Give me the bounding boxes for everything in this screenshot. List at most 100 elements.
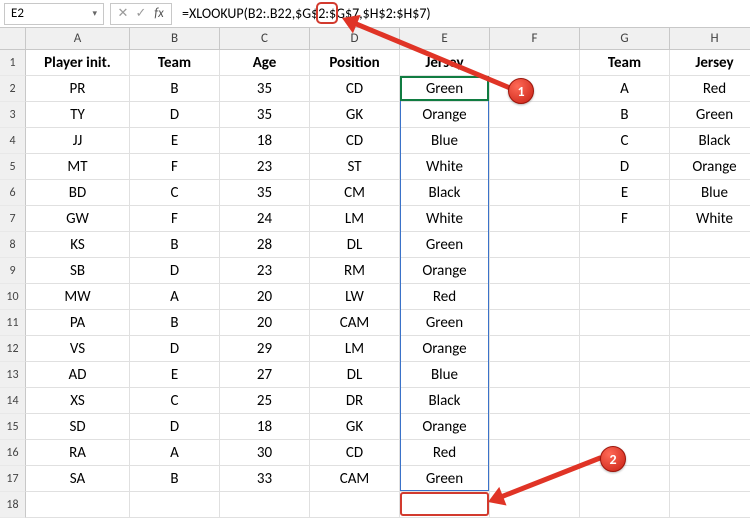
cell[interactable]: F	[130, 206, 220, 232]
cell[interactable]: White	[670, 206, 750, 232]
cell[interactable]	[670, 310, 750, 336]
cell[interactable]: 35	[220, 76, 310, 102]
cell[interactable]: 23	[220, 154, 310, 180]
cell[interactable]: Green	[400, 310, 490, 336]
row-header-2[interactable]: 2	[0, 76, 26, 102]
cell[interactable]: 35	[220, 102, 310, 128]
cell[interactable]: GK	[310, 414, 400, 440]
cell[interactable]: D	[130, 102, 220, 128]
cell[interactable]: B	[130, 466, 220, 492]
cell[interactable]	[490, 128, 580, 154]
cell[interactable]	[490, 50, 580, 76]
cell[interactable]: DR	[310, 388, 400, 414]
cell[interactable]: Player init.	[26, 50, 130, 76]
cell[interactable]: DL	[310, 232, 400, 258]
cell[interactable]: A	[130, 284, 220, 310]
cell[interactable]	[490, 362, 580, 388]
cell[interactable]	[670, 388, 750, 414]
cell[interactable]: CM	[310, 180, 400, 206]
cell[interactable]: LM	[310, 336, 400, 362]
cell[interactable]: Position	[310, 50, 400, 76]
cell[interactable]: 24	[220, 206, 310, 232]
cell[interactable]	[220, 492, 310, 518]
cell[interactable]: Jersey	[670, 50, 750, 76]
cell[interactable]: Team	[130, 50, 220, 76]
cell[interactable]: B	[580, 102, 670, 128]
cell[interactable]: Red	[400, 284, 490, 310]
cell[interactable]: Orange	[400, 102, 490, 128]
cell[interactable]: Green	[400, 76, 490, 102]
cell[interactable]: F	[130, 154, 220, 180]
cancel-icon[interactable]: ✕	[115, 6, 131, 21]
cell[interactable]: D	[130, 336, 220, 362]
cell[interactable]: 18	[220, 128, 310, 154]
cell[interactable]: DL	[310, 362, 400, 388]
cell[interactable]: LM	[310, 206, 400, 232]
cell[interactable]: 23	[220, 258, 310, 284]
cell[interactable]: C	[580, 128, 670, 154]
cell[interactable]: Green	[400, 466, 490, 492]
cell[interactable]	[670, 258, 750, 284]
cell[interactable]	[490, 414, 580, 440]
cell[interactable]: C	[130, 180, 220, 206]
cell[interactable]	[670, 284, 750, 310]
cell[interactable]	[310, 492, 400, 518]
cell[interactable]: 35	[220, 180, 310, 206]
cell[interactable]: SA	[26, 466, 130, 492]
cell[interactable]: Green	[670, 102, 750, 128]
cell[interactable]: D	[130, 414, 220, 440]
cell[interactable]: CD	[310, 128, 400, 154]
cell[interactable]: PR	[26, 76, 130, 102]
cell[interactable]	[580, 232, 670, 258]
cell[interactable]: Age	[220, 50, 310, 76]
cell[interactable]	[490, 336, 580, 362]
column-header-B[interactable]: B	[130, 28, 220, 50]
column-header-A[interactable]: A	[26, 28, 130, 50]
cell[interactable]: A	[580, 76, 670, 102]
cell[interactable]: E	[130, 128, 220, 154]
cell[interactable]: LW	[310, 284, 400, 310]
row-header-12[interactable]: 12	[0, 336, 26, 362]
cell[interactable]: C	[130, 388, 220, 414]
cell[interactable]: 18	[220, 414, 310, 440]
cell[interactable]	[490, 76, 580, 102]
row-header-10[interactable]: 10	[0, 284, 26, 310]
cell[interactable]: 33	[220, 466, 310, 492]
cell[interactable]: CD	[310, 440, 400, 466]
cell[interactable]	[580, 492, 670, 518]
cell[interactable]	[490, 180, 580, 206]
cell[interactable]: 20	[220, 310, 310, 336]
cell[interactable]	[490, 258, 580, 284]
row-header-3[interactable]: 3	[0, 102, 26, 128]
cell[interactable]	[490, 154, 580, 180]
cell[interactable]: SD	[26, 414, 130, 440]
cell[interactable]: Jersey	[400, 50, 490, 76]
cells-area[interactable]: Player init.TeamAgePositionJerseyTeamJer…	[26, 50, 750, 518]
cell[interactable]: Orange	[400, 258, 490, 284]
name-box[interactable]: E2 ▾	[4, 3, 104, 25]
cell[interactable]: Green	[400, 232, 490, 258]
cell[interactable]	[130, 492, 220, 518]
cell[interactable]	[490, 310, 580, 336]
cell[interactable]: White	[400, 154, 490, 180]
cell[interactable]	[670, 336, 750, 362]
cell[interactable]	[580, 466, 670, 492]
cell[interactable]: SB	[26, 258, 130, 284]
cell[interactable]: ST	[310, 154, 400, 180]
cell[interactable]: E	[580, 180, 670, 206]
row-header-7[interactable]: 7	[0, 206, 26, 232]
cell[interactable]	[670, 466, 750, 492]
row-header-14[interactable]: 14	[0, 388, 26, 414]
cell[interactable]	[580, 336, 670, 362]
row-header-17[interactable]: 17	[0, 466, 26, 492]
cell[interactable]	[490, 388, 580, 414]
cell[interactable]	[26, 492, 130, 518]
row-header-9[interactable]: 9	[0, 258, 26, 284]
row-header-11[interactable]: 11	[0, 310, 26, 336]
cell[interactable]: MW	[26, 284, 130, 310]
cell[interactable]	[490, 440, 580, 466]
cell[interactable]	[670, 232, 750, 258]
cell[interactable]: Black	[400, 180, 490, 206]
cell[interactable]: A	[130, 440, 220, 466]
cell[interactable]	[490, 206, 580, 232]
